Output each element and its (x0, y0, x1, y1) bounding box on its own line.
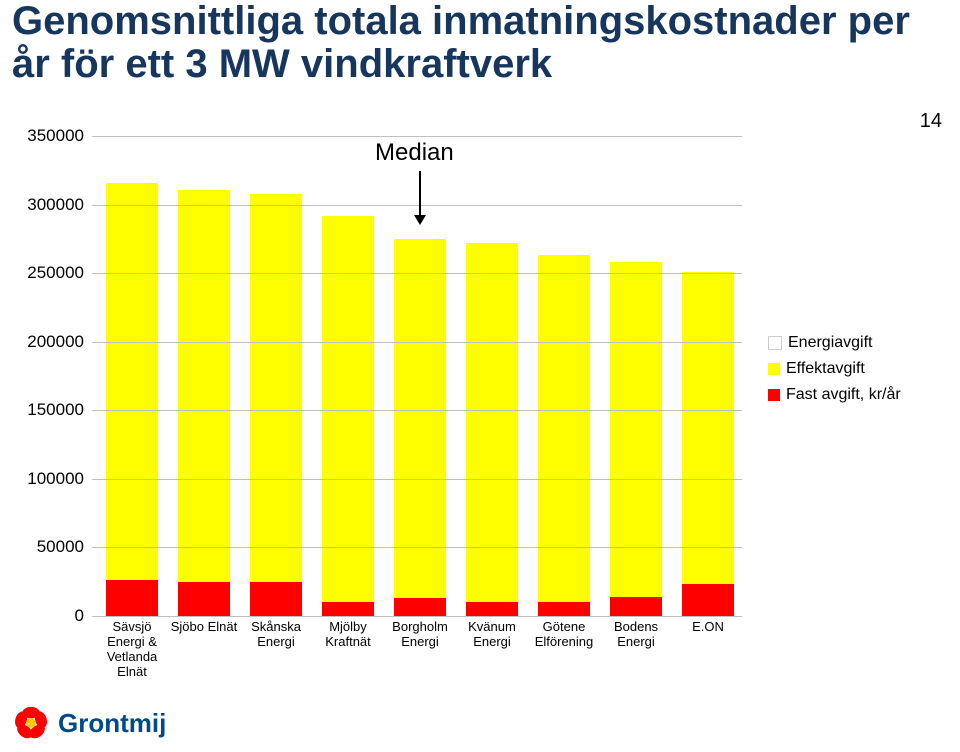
legend-swatch (768, 389, 780, 401)
grid-line (92, 273, 742, 274)
y-tick-label: 0 (12, 606, 84, 626)
bar-segment (682, 584, 734, 616)
y-tick-label: 50000 (12, 537, 84, 557)
chart: 0500001000001500002000002500003000003500… (12, 136, 948, 666)
y-tick-label: 350000 (12, 126, 84, 146)
bar-segment (106, 183, 158, 581)
y-tick-label: 100000 (12, 469, 84, 489)
x-tick-label: Götene Elförening (530, 620, 598, 650)
grid-line (92, 342, 742, 343)
bar-segment (322, 602, 374, 616)
x-tick-label: Kvänum Energi (458, 620, 526, 650)
slide: Genomsnittliga totala inmatningskostnade… (0, 0, 960, 752)
legend-item: Energiavgift (768, 334, 938, 352)
logo: Grontmij (12, 704, 166, 742)
slide-title: Genomsnittliga totala inmatningskostnade… (12, 0, 912, 86)
x-tick-label: Bodens Energi (602, 620, 670, 650)
legend-swatch (768, 363, 780, 375)
bar-segment (610, 597, 662, 616)
legend-item: Fast avgift, kr/år (768, 386, 938, 404)
bar-segment (178, 190, 230, 582)
x-tick-label: E.ON (674, 620, 742, 635)
x-tick-label: Borgholm Energi (386, 620, 454, 650)
grid-line (92, 136, 742, 137)
x-tick-label: Sävsjö Energi & Vetlanda Elnät (98, 620, 166, 680)
legend-label: Energiavgift (788, 334, 873, 352)
y-tick-label: 250000 (12, 263, 84, 283)
legend-item: Effektavgift (768, 360, 938, 378)
y-tick-label: 200000 (12, 332, 84, 352)
bar-segment (106, 580, 158, 616)
x-tick-label: Skånska Energi (242, 620, 310, 650)
y-tick-label: 150000 (12, 400, 84, 420)
page-number: 14 (920, 110, 942, 133)
median-arrow (414, 171, 426, 225)
bar-segment (538, 255, 590, 602)
grid-line (92, 479, 742, 480)
bar-segment (250, 194, 302, 582)
bar-segment (394, 239, 446, 598)
legend-label: Effektavgift (786, 360, 865, 378)
grid-line (92, 547, 742, 548)
y-tick-label: 300000 (12, 195, 84, 215)
grid-line (92, 410, 742, 411)
bar-segment (178, 582, 230, 616)
legend-label: Fast avgift, kr/år (786, 386, 901, 404)
bar-segment (538, 602, 590, 616)
x-tick-label: Sjöbo Elnät (170, 620, 238, 635)
x-axis-labels: Sävsjö Energi & Vetlanda Elnät Sjöbo Elnä… (92, 620, 742, 680)
bar-segment (682, 272, 734, 585)
bar-segment (466, 602, 518, 616)
logo-text: Grontmij (58, 708, 166, 739)
legend-swatch (768, 336, 782, 350)
median-label: Median (375, 139, 454, 167)
grontmij-flower-icon (12, 704, 50, 742)
x-tick-label: Mjölby Kraftnät (314, 620, 382, 650)
bar-segment (394, 598, 446, 616)
grid-line (92, 616, 742, 617)
bar-segment (250, 582, 302, 616)
legend: Energiavgift Effektavgift Fast avgift, kr/… (768, 334, 938, 412)
